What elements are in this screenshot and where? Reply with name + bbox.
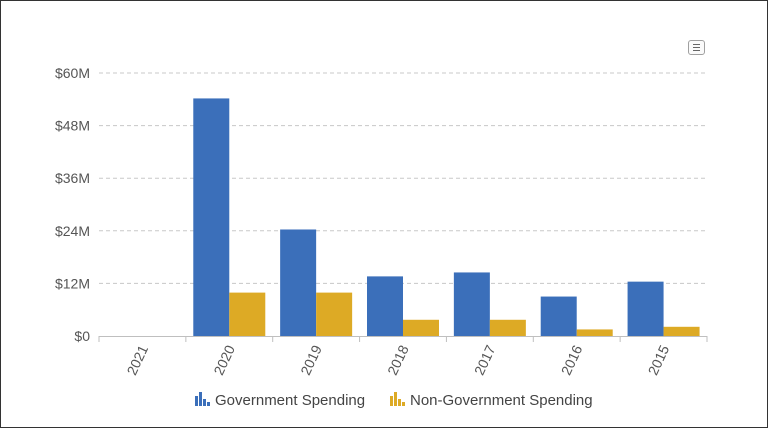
bar-government-2020[interactable] [193,98,230,336]
y-tick-label: $24M [55,223,90,239]
bar-non-government-2016[interactable] [576,329,613,336]
x-tick-label: 2019 [297,342,325,377]
x-tick-label: 2021 [123,342,151,377]
bar-non-government-2017[interactable] [489,319,526,336]
bar-non-government-2020[interactable] [229,292,266,336]
legend-item-government[interactable]: Government Spending [195,392,365,409]
menu-line-icon [693,50,700,51]
x-axis-ticks: 2021 2020 2019 2018 2017 2016 2015 [98,336,708,378]
y-axis-ticks: $0 $12M $24M $36M $48M $60M [55,65,90,344]
y-tick-label: $36M [55,170,90,186]
bar-government-2017[interactable] [453,272,490,336]
bar-government-2015[interactable] [627,281,664,336]
y-tick-label: $60M [55,65,90,81]
bar-chart-icon [195,392,210,406]
y-tick-label: $48M [55,118,90,134]
bar-non-government-2019[interactable] [316,292,353,336]
legend-label: Non-Government Spending [410,392,593,409]
x-tick-label: 2018 [384,342,412,377]
bar-non-government-2015[interactable] [663,326,700,336]
bar-non-government-2018[interactable] [403,319,439,336]
bars [193,98,700,336]
bar-government-2016[interactable] [540,296,577,336]
x-tick-label: 2020 [210,342,238,377]
menu-line-icon [693,47,700,48]
bar-chart-icon [390,392,405,406]
legend-item-non-government[interactable]: Non-Government Spending [390,392,593,409]
y-tick-label: $12M [55,275,90,291]
x-tick-label: 2017 [471,342,499,377]
legend-label: Government Spending [215,392,365,409]
chart-menu-button[interactable] [688,40,705,55]
x-tick-label: 2016 [558,342,586,377]
x-tick-label: 2015 [645,342,673,377]
legend[interactable]: Government Spending Non-Government Spendi… [195,392,593,409]
y-tick-label: $0 [74,328,90,344]
bar-government-2019[interactable] [280,229,317,336]
menu-line-icon [693,44,700,45]
bar-government-2018[interactable] [367,276,403,336]
